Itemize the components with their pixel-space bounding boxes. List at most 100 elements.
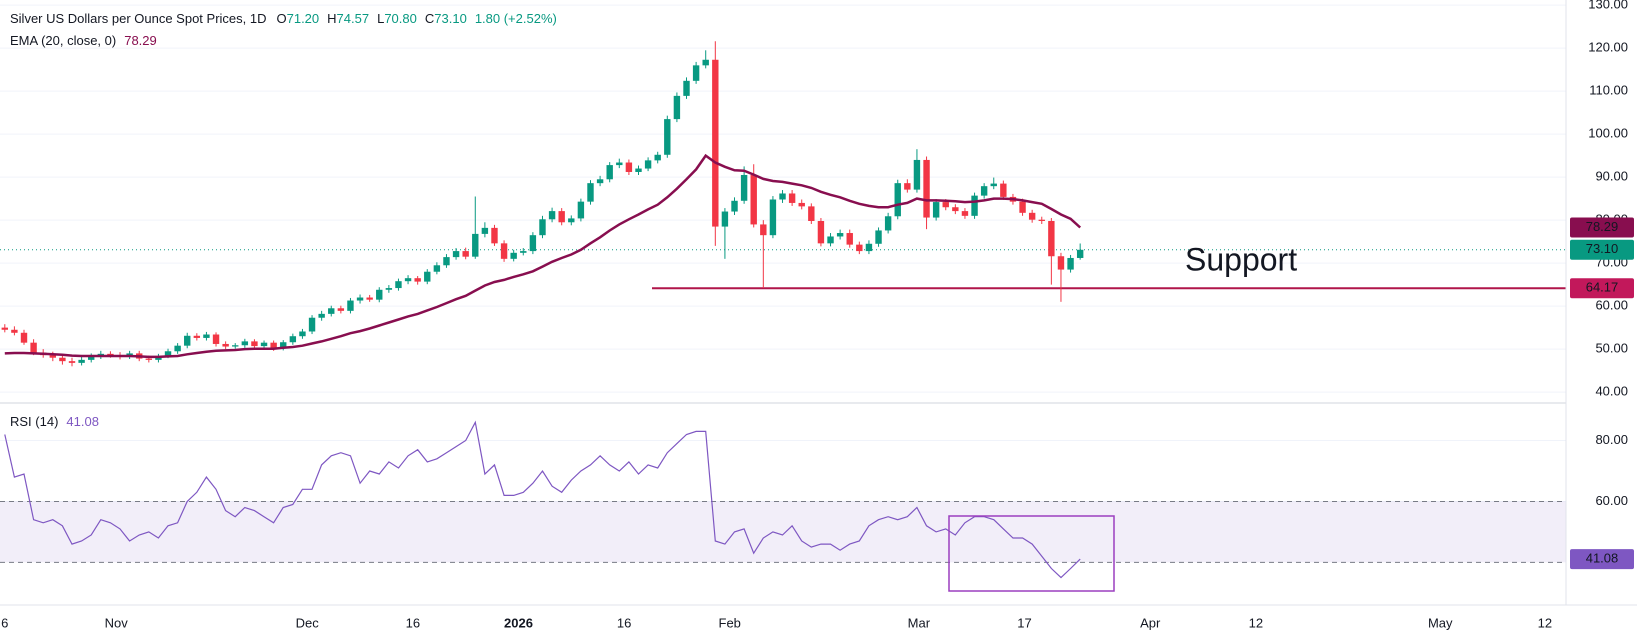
candle-body <box>184 335 191 346</box>
y-tick-label: 120.00 <box>1588 40 1628 55</box>
candle-body <box>462 251 469 257</box>
candle-body <box>913 159 921 190</box>
y-tick-label: 100.00 <box>1588 126 1628 141</box>
candle-body <box>923 159 930 218</box>
candle-body <box>568 218 575 223</box>
candle-body <box>654 154 661 161</box>
candle-body <box>606 165 613 180</box>
candle-body <box>270 342 277 349</box>
grid <box>0 4 1566 563</box>
candle-body <box>308 317 316 332</box>
x-tick-label: Nov <box>105 615 129 630</box>
legend-value: 74.57 <box>337 11 370 26</box>
legend-title: Silver US Dollars per Ounce Spot Prices,… <box>10 11 266 26</box>
candle-body <box>11 329 18 333</box>
price-badge-label: 73.10 <box>1586 241 1619 256</box>
candle-body <box>894 183 901 217</box>
legend-value: 71.20 <box>287 11 320 26</box>
candle-body <box>1067 257 1074 270</box>
x-tick-label: May <box>1428 615 1453 630</box>
candle-body <box>328 308 335 314</box>
candle-body <box>30 342 37 353</box>
highlight-box <box>948 515 1115 592</box>
candle-body <box>203 334 210 338</box>
candle-body <box>145 358 153 360</box>
candle-body <box>558 211 565 223</box>
candle-body <box>424 271 431 282</box>
candle-body <box>760 224 767 236</box>
y-tick-label: 40.00 <box>1595 384 1628 399</box>
candle-body <box>856 244 863 252</box>
candle-body <box>164 351 172 356</box>
candle-body <box>1028 212 1036 220</box>
legend-value: 73.10 <box>434 11 467 26</box>
candle-body <box>481 227 489 234</box>
candle-body <box>990 183 997 187</box>
price-badge-label: 41.08 <box>1586 551 1619 566</box>
rsi-band <box>0 501 1566 563</box>
candle-body <box>376 289 383 300</box>
candle-body <box>78 359 85 363</box>
y-tick-label: 80.00 <box>1595 432 1628 447</box>
candle-body <box>88 356 95 360</box>
candle-body <box>347 300 354 311</box>
candle-body <box>520 251 527 253</box>
candle-body <box>884 216 892 231</box>
y-tick-label: 50.00 <box>1595 341 1628 356</box>
legend-name: EMA (20, close, 0) <box>10 33 116 48</box>
candle-body <box>712 59 719 227</box>
candle-body <box>222 343 229 347</box>
price-legend: Silver US Dollars per Ounce Spot Prices,… <box>10 11 557 26</box>
candle-body <box>740 174 748 201</box>
candle-body <box>385 288 393 290</box>
candle-body <box>548 211 556 220</box>
candle-body <box>952 207 959 212</box>
candle-body <box>299 331 306 337</box>
legend-key: L <box>377 11 384 26</box>
candle-body <box>107 353 114 356</box>
x-tick-label: 17 <box>1017 615 1031 630</box>
candle-body <box>817 220 825 244</box>
candle-body <box>529 235 537 252</box>
y-tick-label: 90.00 <box>1595 169 1628 184</box>
candle-body <box>59 357 66 362</box>
candle-body <box>587 183 594 202</box>
candle-body <box>769 199 777 236</box>
candle-body <box>616 162 623 166</box>
x-tick-label: 12 <box>1538 615 1552 630</box>
candle-body <box>827 236 834 244</box>
candle-body <box>625 162 633 172</box>
ema-legend: EMA (20, close, 0) 78.29 <box>10 33 157 48</box>
rsi-legend: RSI (14) 41.08 <box>10 414 99 429</box>
legend-key: C <box>425 11 434 26</box>
candle-body <box>366 297 373 300</box>
y-tick-label: 60.00 <box>1595 298 1628 313</box>
candle-body <box>318 313 325 318</box>
candle-body <box>808 206 815 221</box>
x-tick-label: 16 <box>406 615 420 630</box>
candle-body <box>779 193 786 200</box>
candle-body <box>20 332 28 343</box>
candle-body <box>683 80 690 96</box>
candle-body <box>1 327 9 330</box>
candle-body <box>68 361 76 363</box>
candle-body <box>212 334 220 344</box>
legend-key: H <box>327 11 336 26</box>
candle-body <box>971 195 978 216</box>
candle-body <box>644 160 652 169</box>
candle-body <box>433 265 441 272</box>
candle-body <box>472 233 479 257</box>
price-badge-label: 64.17 <box>1586 280 1619 295</box>
price-badge <box>1570 239 1634 260</box>
candle-body <box>1048 220 1055 257</box>
candle-body <box>596 179 604 184</box>
legend-key: O <box>276 11 286 26</box>
x-tick-label: Mar <box>908 615 931 630</box>
marks: Support <box>0 41 1566 579</box>
candle-body <box>961 211 969 216</box>
x-tick-label: Apr <box>1140 615 1161 630</box>
candle-body <box>289 336 297 343</box>
candle-body <box>836 233 844 237</box>
y-tick-label: 130.00 <box>1588 0 1628 12</box>
